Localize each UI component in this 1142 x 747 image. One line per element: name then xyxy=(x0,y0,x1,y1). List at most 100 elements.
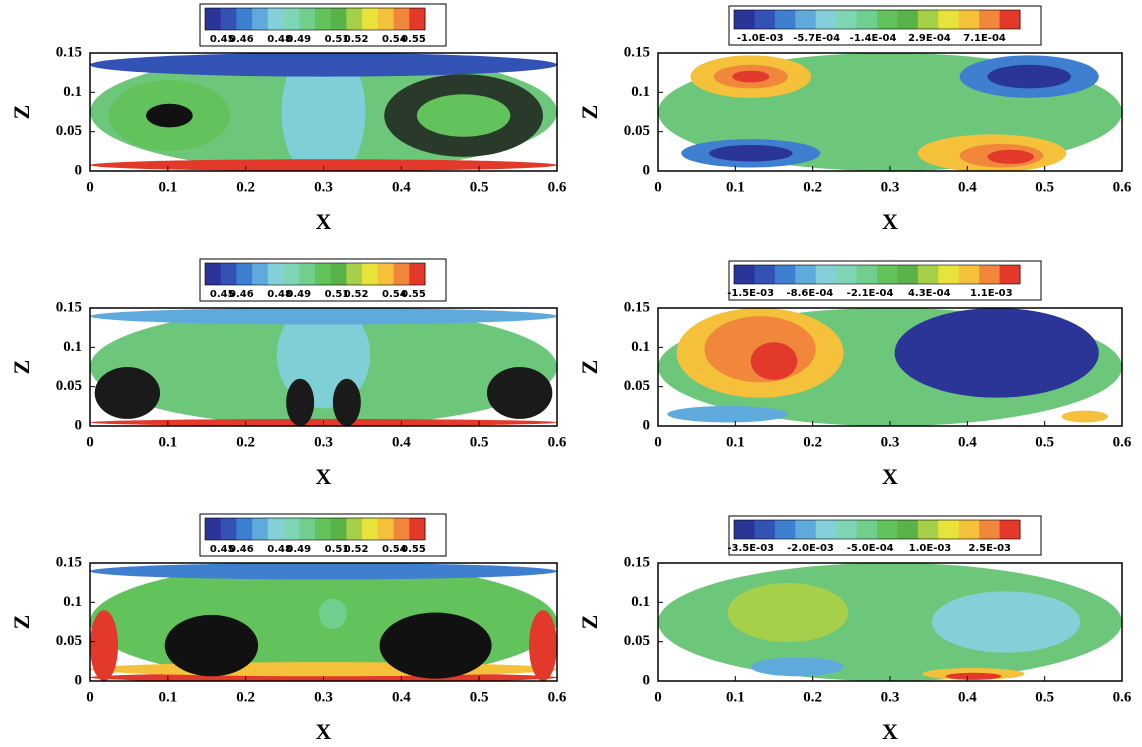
colorbar-swatch xyxy=(236,263,252,285)
colorbar-swatch xyxy=(362,263,378,285)
colorbar-tick-label: -5.7E-04 xyxy=(793,33,840,44)
colorbar-swatch xyxy=(284,263,300,285)
colorbar-tick-label: 0.46 xyxy=(229,289,254,300)
y-axis-label: Z xyxy=(9,360,34,375)
field-region xyxy=(286,379,314,426)
field-region xyxy=(417,94,510,136)
x-tick-label: 0.1 xyxy=(726,689,745,705)
x-axis-label: X xyxy=(882,464,898,489)
x-tick-label: 0.5 xyxy=(1035,689,1054,705)
colorbar-swatch xyxy=(268,518,284,540)
x-axis-label: X xyxy=(882,719,898,744)
colorbar-tick-label: -3.5E-03 xyxy=(727,543,774,554)
field-region xyxy=(895,308,1099,398)
field-region xyxy=(95,367,160,419)
colorbar-swatch xyxy=(362,8,378,30)
colorbar-swatch xyxy=(378,263,394,285)
colorbar-swatch xyxy=(897,265,918,284)
x-tick-label: 0.2 xyxy=(236,434,255,450)
field-region xyxy=(732,71,769,83)
colorbar-swatch xyxy=(775,10,796,29)
colorbar-swatch xyxy=(754,10,775,29)
colorbar-swatch xyxy=(795,265,816,284)
colorbar-swatch xyxy=(394,8,410,30)
colorbar-swatch xyxy=(236,518,252,540)
colorbar-swatch xyxy=(877,265,898,284)
plot-field xyxy=(658,53,1122,172)
colorbar-swatch xyxy=(816,265,837,284)
colorbar-swatch xyxy=(236,8,252,30)
plot-field xyxy=(658,563,1122,681)
colorbar-tick-label: 4.3E-04 xyxy=(908,288,951,299)
x-tick-label: 0 xyxy=(654,434,662,450)
x-tick-label: 0.1 xyxy=(158,689,177,705)
colorbar-swatch xyxy=(346,263,362,285)
colorbar-tick-label: -2.0E-03 xyxy=(787,543,834,554)
colorbar-swatch xyxy=(816,520,837,539)
colorbar-swatch xyxy=(315,8,331,30)
colorbar-tick-label: -5.0E-04 xyxy=(847,543,894,554)
y-tick-label: 0.15 xyxy=(56,554,82,570)
colorbar-tick-label: 0.46 xyxy=(229,544,254,555)
colorbar-swatch xyxy=(877,520,898,539)
colorbar-swatch xyxy=(221,518,237,540)
figure: 00.10.20.30.40.50.600.050.10.15XZ0.450.4… xyxy=(0,0,1142,747)
field-region xyxy=(380,613,492,679)
x-tick-label: 0 xyxy=(86,434,94,450)
colorbar-tick-label: 0.52 xyxy=(344,289,369,300)
y-tick-label: 0 xyxy=(643,162,651,178)
x-tick-label: 0.3 xyxy=(314,689,333,705)
y-tick-label: 0.05 xyxy=(56,123,82,139)
y-tick-label: 0.05 xyxy=(624,123,650,139)
colorbar-swatch xyxy=(795,520,816,539)
colorbar-swatch xyxy=(938,10,959,29)
colorbar-swatch xyxy=(836,10,857,29)
y-tick-label: 0.1 xyxy=(63,339,82,355)
field-region xyxy=(709,145,793,162)
y-tick-label: 0 xyxy=(75,417,83,433)
colorbar-tick-label: 2.9E-04 xyxy=(908,33,951,44)
y-tick-label: 0 xyxy=(643,417,651,433)
colorbar-swatch xyxy=(346,518,362,540)
colorbar-swatch xyxy=(734,520,755,539)
y-tick-label: 0.15 xyxy=(624,554,650,570)
x-tick-label: 0 xyxy=(654,689,662,705)
colorbar-swatch xyxy=(877,10,898,29)
x-tick-label: 0.1 xyxy=(158,179,177,195)
colorbar-tick-label: -1.5E-03 xyxy=(727,288,774,299)
y-tick-label: 0.15 xyxy=(624,299,650,315)
colorbar-tick-label: 1.0E-03 xyxy=(909,543,952,554)
colorbar-swatch xyxy=(816,10,837,29)
colorbar-swatch xyxy=(268,8,284,30)
colorbar-swatch xyxy=(221,263,237,285)
x-tick-label: 0.2 xyxy=(236,689,255,705)
colorbar-tick-label: 0.52 xyxy=(344,544,369,555)
colorbar-swatch xyxy=(979,10,1000,29)
y-tick-label: 0 xyxy=(75,672,83,688)
x-tick-label: 0.5 xyxy=(470,434,489,450)
colorbar-swatch xyxy=(252,518,268,540)
field-region xyxy=(333,379,361,426)
field-region xyxy=(946,673,1002,680)
plot-field xyxy=(90,563,557,682)
y-tick-label: 0.1 xyxy=(631,339,650,355)
y-tick-label: 0.05 xyxy=(56,633,82,649)
field-region xyxy=(751,342,797,380)
colorbar-swatch xyxy=(754,265,775,284)
colorbar-swatch xyxy=(315,518,331,540)
x-tick-label: 0.4 xyxy=(958,179,977,195)
colorbar-tick-label: 0.49 xyxy=(286,544,311,555)
x-tick-label: 0.4 xyxy=(392,434,411,450)
x-tick-label: 0.4 xyxy=(958,434,977,450)
y-tick-label: 0.15 xyxy=(56,299,82,315)
x-axis-label: X xyxy=(316,209,332,234)
colorbar-swatch xyxy=(918,10,939,29)
colorbar-swatch xyxy=(734,265,755,284)
field-region xyxy=(728,583,849,642)
colorbar-tick-label: 0.49 xyxy=(286,34,311,45)
x-tick-label: 0.6 xyxy=(548,434,567,450)
x-tick-label: 0 xyxy=(86,179,94,195)
x-tick-label: 0.2 xyxy=(236,179,255,195)
x-axis-label: X xyxy=(316,464,332,489)
colorbar-swatch xyxy=(897,10,918,29)
